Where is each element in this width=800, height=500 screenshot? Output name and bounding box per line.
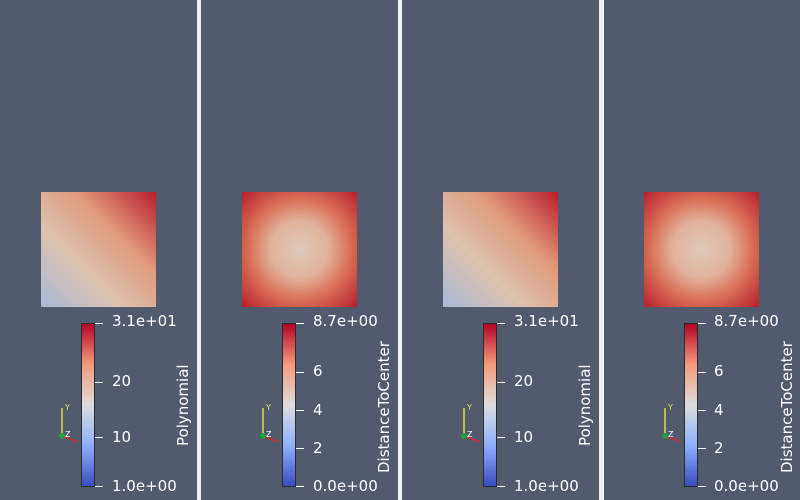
colorbar-max-label: 3.1e+01	[112, 312, 177, 330]
colorbar-max-label: 8.7e+00	[714, 312, 779, 330]
render-view-4[interactable]: Y Z 8.7e+00 6 4 2 0.0e+00 DistanceToCent…	[604, 0, 800, 500]
colorbar-max-label: 8.7e+00	[313, 312, 378, 330]
render-view-1[interactable]: Y Z 3.1e+01 20 10 1.0e+00 Polynomial	[0, 0, 197, 500]
view-splitter[interactable]	[599, 0, 603, 500]
colorbar-title: DistanceToCenter	[375, 341, 393, 473]
axis-y-label: Y	[667, 403, 673, 412]
colorbar-tick	[698, 323, 706, 324]
axis-y-label: Y	[466, 403, 472, 412]
colorbar-min-label: 0.0e+00	[714, 477, 779, 495]
dataset-surface[interactable]	[443, 192, 558, 307]
colorbar-tick-label: 20	[112, 372, 132, 390]
colorbar-title: Polynomial	[174, 364, 192, 446]
colorbar-tick	[296, 323, 304, 324]
orientation-axes: Y Z	[461, 403, 481, 442]
colorbar-tick-label: 4	[714, 401, 724, 419]
colorbar-tick	[95, 486, 103, 487]
axis-y-label: Y	[64, 403, 70, 412]
colorbar	[282, 323, 296, 487]
colorbar-tick-label: 6	[714, 362, 724, 380]
colorbar-title: DistanceToCenter	[778, 341, 796, 473]
colorbar-min-label: 1.0e+00	[112, 477, 177, 495]
colorbar-tick	[698, 372, 706, 373]
colorbar-tick	[497, 437, 505, 438]
colorbar-tick	[95, 437, 103, 438]
render-view-3[interactable]: Y Z 3.1e+01 20 10 1.0e+00 Polynomial	[402, 0, 599, 500]
axis-z-label: Z	[467, 430, 473, 439]
dataset-surface[interactable]	[644, 192, 759, 307]
colorbar-max-label: 3.1e+01	[514, 312, 579, 330]
colorbar-tick-label: 20	[514, 372, 534, 390]
colorbar-min-label: 0.0e+00	[313, 477, 378, 495]
colorbar-tick	[296, 448, 304, 449]
colorbar	[483, 323, 497, 487]
colorbar-tick	[698, 486, 706, 487]
axis-z-label: Z	[266, 430, 272, 439]
colorbar	[81, 323, 95, 487]
colorbar-tick-label: 2	[313, 439, 323, 457]
axis-z-label: Z	[668, 430, 674, 439]
view-splitter[interactable]	[398, 0, 402, 500]
colorbar-tick-label: 10	[112, 428, 132, 446]
colorbar-tick	[95, 382, 103, 383]
orientation-axes: Y Z	[59, 403, 79, 442]
axis-z-label: Z	[65, 430, 71, 439]
view-splitter[interactable]	[197, 0, 201, 500]
axis-y-label: Y	[265, 403, 271, 412]
dataset-surface[interactable]	[242, 192, 357, 307]
orientation-axes: Y Z	[662, 403, 682, 442]
colorbar-tick	[296, 372, 304, 373]
colorbar-tick-label: 10	[514, 428, 534, 446]
render-view-2[interactable]: Y Z 8.7e+00 6 4 2 0.0e+00 DistanceToCent…	[201, 0, 398, 500]
colorbar-tick-label: 6	[313, 362, 323, 380]
colorbar-tick	[95, 323, 103, 324]
colorbar-title: Polynomial	[576, 364, 594, 446]
colorbar-tick	[497, 486, 505, 487]
colorbar	[684, 323, 698, 487]
dataset-surface[interactable]	[41, 192, 156, 307]
colorbar-tick-label: 2	[714, 439, 724, 457]
orientation-axes: Y Z	[260, 403, 280, 442]
colorbar-min-label: 1.0e+00	[514, 477, 579, 495]
colorbar-tick	[698, 410, 706, 411]
colorbar-tick	[698, 448, 706, 449]
colorbar-tick-label: 4	[313, 401, 323, 419]
colorbar-tick	[296, 486, 304, 487]
colorbar-tick	[497, 382, 505, 383]
colorbar-tick	[497, 323, 505, 324]
colorbar-tick	[296, 410, 304, 411]
